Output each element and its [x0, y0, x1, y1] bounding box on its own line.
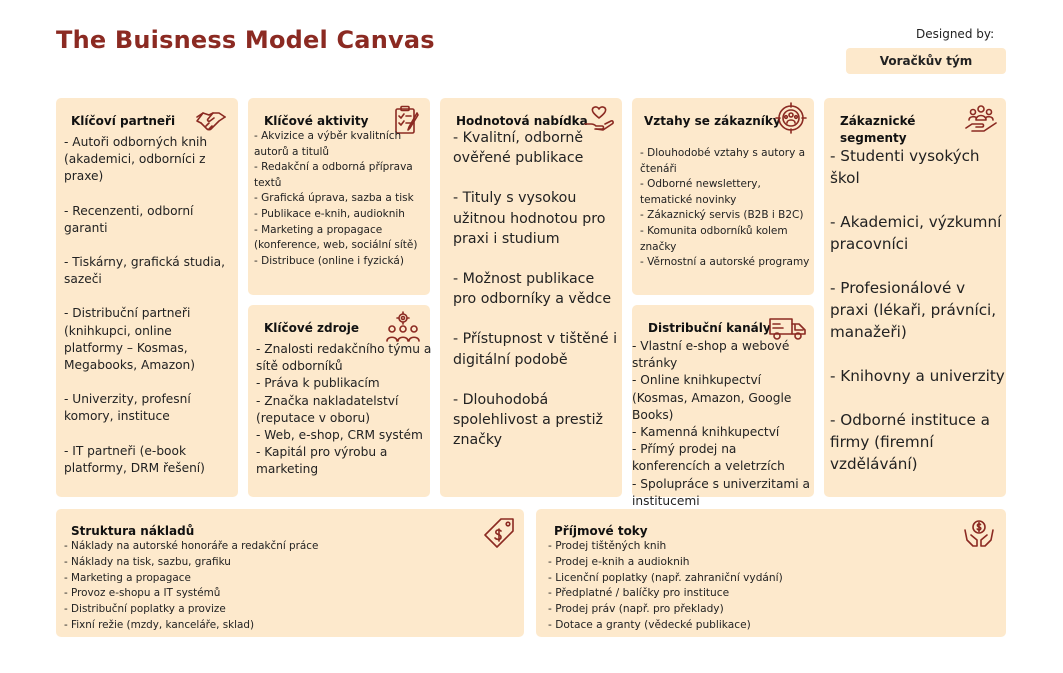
key-partners-block: Klíčoví partneři - Autoři odborných knih…: [56, 98, 238, 497]
customer-relationships-block: Vztahy se zákazníky - Dlouhodobé vztahy …: [632, 98, 814, 295]
key-partners-title: Klíčoví partneři: [71, 114, 176, 128]
list-item: - Distribuční partneři (knihkupci, onlin…: [64, 306, 196, 373]
list-item: - Náklady na tisk, sazbu, grafiku: [64, 555, 231, 568]
list-item: - Zákaznický servis (B2B i B2C): [640, 209, 804, 222]
list-item: - Tiskárny, grafická studia, sazeči: [64, 255, 225, 287]
list-item: - Akademici, výzkumní pracovníci: [830, 213, 1002, 253]
list-item: - Znalosti redakčního týmu a sítě odborn…: [256, 342, 432, 374]
list-item: - Grafická úprava, sazba a tisk: [254, 192, 414, 205]
list-item: - Autoři odborných knih (akademici, odbo…: [64, 135, 208, 184]
list-item: - Knihovny a univerzity: [830, 367, 1005, 385]
list-item: - Dlouhodobá spolehlivost a prestiž znač…: [453, 391, 603, 449]
list-item: - Recenzenti, odborní garanti: [64, 203, 194, 235]
key-resources-title: Klíčové zdroje: [264, 321, 360, 335]
truck-icon: [768, 315, 808, 341]
revenue-streams-block: Příjmové toky - Prodej tištěných knih - …: [536, 509, 1006, 637]
list-item: - Prodej tištěných knih: [548, 540, 667, 552]
list-item: - Komunita odborníků kolem značky: [640, 224, 788, 253]
key-activities-block: Klíčové aktivity - Akvizice a výběr kval…: [248, 98, 430, 295]
list-item: - Vlastní e-shop a webové stránky: [632, 339, 790, 371]
customer-segments-title: Zákaznické segmenty: [840, 114, 916, 145]
list-item: - Kamenná knihkupectví: [632, 425, 780, 440]
list-item: - Distribuční poplatky a provize: [64, 603, 226, 616]
cost-structure-block: Struktura nákladů - Náklady na autorské …: [56, 509, 524, 637]
list-item: - Prodej práv (např. pro překlady): [548, 603, 724, 616]
target-people-icon: [775, 102, 807, 134]
key-activities-title: Klíčové aktivity: [264, 114, 369, 128]
key-partners-list: - Autoři odborných knih (akademici, odbo…: [64, 134, 234, 477]
customer-relationships-list: - Dlouhodobé vztahy s autory a čtenáři -…: [640, 146, 812, 271]
team-gear-icon: [384, 311, 422, 343]
value-proposition-title: Hodnotová nabídka: [456, 114, 588, 128]
revenue-streams-title: Příjmové toky: [554, 524, 648, 538]
list-item: - Profesionálové v praxi (lékaři, právní…: [830, 279, 997, 341]
list-item: - Spolupráce s univerzitami a institucem…: [632, 476, 811, 508]
list-item: - Předplatné / balíčky pro instituce: [548, 587, 730, 600]
list-item: - Akvizice a výběr kvalitních autorů a t…: [254, 130, 402, 158]
key-activities-list: - Akvizice a výběr kvalitních autorů a t…: [254, 129, 426, 269]
cost-structure-list: - Náklady na autorské honoráře a redakčn…: [64, 539, 514, 634]
list-item: - Přístupnost v tištěné i digitální podo…: [453, 331, 618, 368]
list-item: - Prodej e-knih a audioknih: [548, 555, 690, 568]
heart-hand-icon: [583, 104, 615, 134]
list-item: - Marketing a propagace (konference, web…: [254, 223, 418, 252]
list-item: - Přímý prodej na konferencích a veletrz…: [632, 442, 785, 474]
list-item: - Odborné instituce a firmy (firemní vzd…: [830, 411, 990, 473]
list-item: - Fixní režie (mzdy, kanceláře, sklad): [64, 618, 255, 631]
list-item: - Odborné newslettery, tematické novinky: [640, 178, 761, 206]
money-hands-icon: [963, 518, 995, 548]
list-item: - Univerzity, profesní komory, instituce: [64, 392, 191, 424]
list-item: - Náklady na autorské honoráře a redakčn…: [64, 540, 319, 552]
cost-structure-title: Struktura nákladů: [71, 524, 195, 538]
channels-list: - Vlastní e-shop a webové stránky - Onli…: [632, 338, 814, 510]
list-item: - Publikace e-knih, audioknih: [254, 207, 405, 220]
list-item: - Dotace a granty (vědecké publikace): [548, 618, 751, 631]
people-hand-icon: [964, 104, 998, 134]
list-item: - Marketing a propagace: [64, 571, 191, 584]
list-item: - Kvalitní, odborně ověřené publikace: [453, 130, 584, 167]
list-item: - IT partneři (e-book platformy, DRM řeš…: [64, 443, 205, 475]
customer-relationships-title: Vztahy se zákazníky: [644, 114, 781, 128]
key-resources-block: Klíčové zdroje - Znalosti redakčního tým…: [248, 305, 431, 497]
handshake-icon: [195, 108, 227, 136]
value-proposition-list: - Kvalitní, odborně ověřené publikace - …: [453, 128, 618, 450]
list-item: - Provoz e-shopu a IT systémů: [64, 587, 221, 600]
list-item: - Kapitál pro výrobu a marketing: [256, 445, 388, 477]
clipboard-icon: [393, 105, 419, 135]
designed-by-label: Designed by:: [916, 27, 995, 41]
channels-block: Distribuční kanály - Vlastní e-shop a we…: [632, 305, 814, 508]
channels-title: Distribuční kanály: [648, 321, 771, 335]
list-item: - Redakční a odborná příprava textů: [254, 161, 413, 189]
revenue-streams-list: - Prodej tištěných knih - Prodej e-knih …: [548, 539, 988, 634]
list-item: - Dlouhodobé vztahy s autory a čtenáři: [640, 147, 806, 175]
value-proposition-block: Hodnotová nabídka - Kvalitní, odborně ov…: [440, 98, 622, 497]
list-item: - Značka nakladatelství (reputace v obor…: [256, 393, 399, 425]
list-item: - Licenční poplatky (např. zahraniční vy…: [548, 571, 783, 584]
page-title: The Buisness Model Canvas: [56, 26, 435, 54]
list-item: - Tituly s vysokou užitnou hodnotou pro …: [453, 190, 606, 247]
customer-segments-list: - Studenti vysokých škol - Akademici, vý…: [830, 145, 1006, 475]
customer-segments-block: Zákaznické segmenty - Studenti vysokých …: [824, 98, 1006, 497]
list-item: - Web, e-shop, CRM systém: [256, 428, 423, 443]
list-item: - Práva k publikacím: [256, 376, 380, 391]
list-item: - Online knihkupectví (Kosmas, Amazon, G…: [632, 373, 792, 422]
list-item: - Distribuce (online i fyzická): [254, 254, 404, 267]
designed-by-value: Voračkův tým: [846, 48, 1006, 74]
list-item: - Možnost publikace pro odborníky a vědc…: [453, 271, 612, 308]
list-item: - Studenti vysokých škol: [830, 147, 980, 187]
list-item: - Věrnostní a autorské programy: [640, 256, 810, 269]
key-resources-list: - Znalosti redakčního týmu a sítě odborn…: [256, 341, 436, 479]
price-tag-icon: [482, 516, 516, 550]
